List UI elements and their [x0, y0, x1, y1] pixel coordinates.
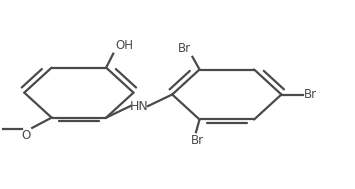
Text: Br: Br	[178, 42, 191, 55]
Text: OH: OH	[115, 39, 133, 52]
Text: HN: HN	[130, 100, 149, 113]
Text: Br: Br	[304, 88, 317, 101]
Text: O: O	[22, 129, 31, 142]
Text: Br: Br	[191, 134, 204, 147]
